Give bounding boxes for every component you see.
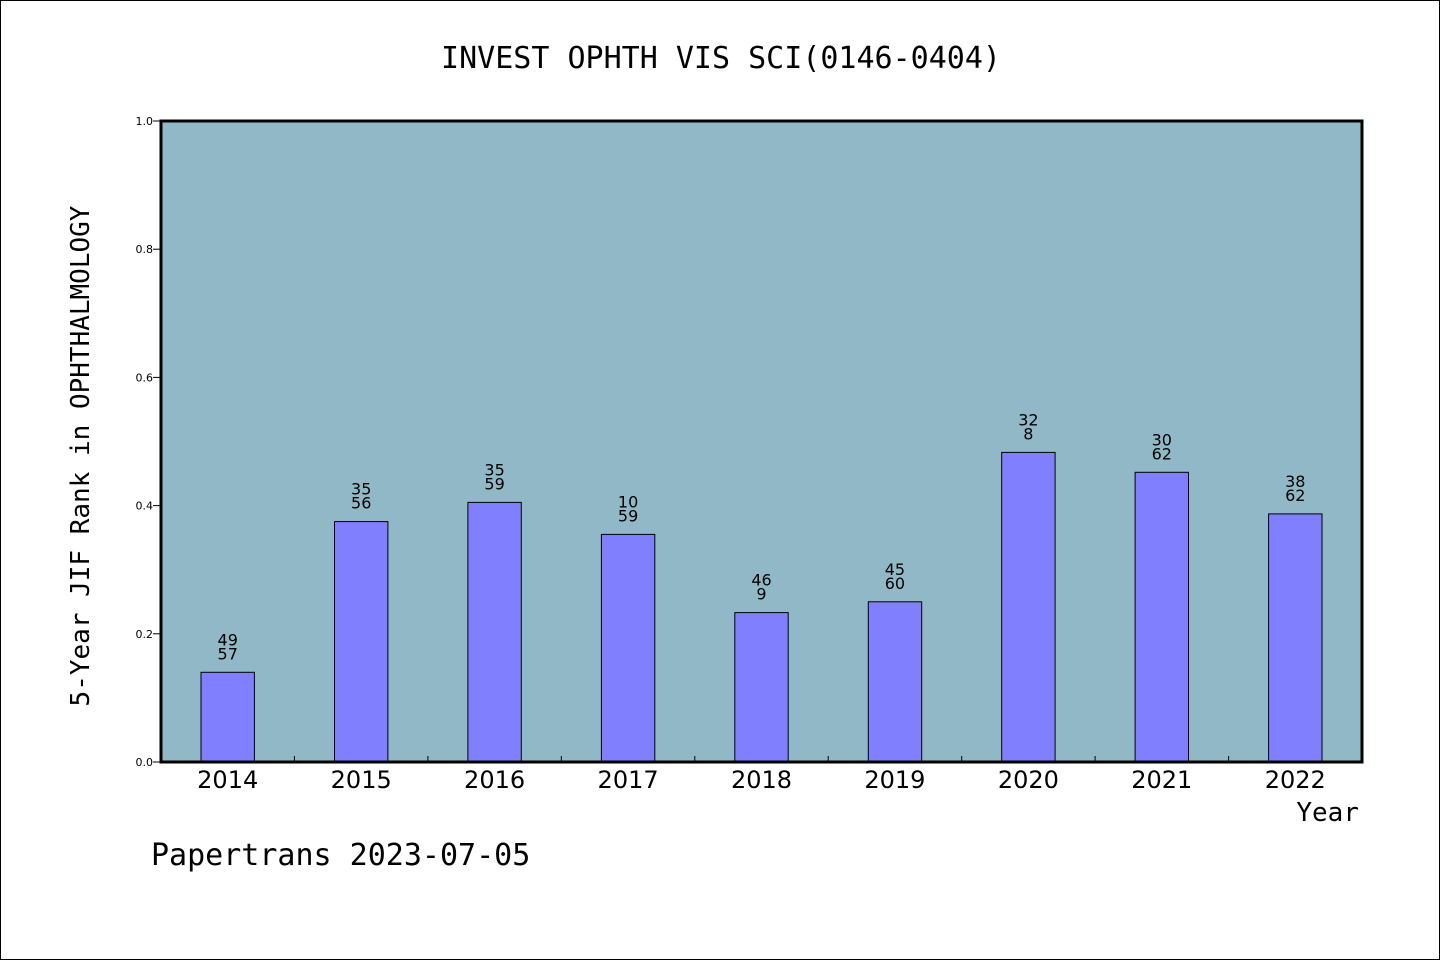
bar-2014: [200, 671, 255, 763]
x-axis-title: Year: [1296, 798, 1359, 828]
data-label-2014-2: 57: [218, 644, 238, 663]
data-label-2016-2: 59: [484, 474, 504, 493]
x-tick-label-2016: 2016: [464, 766, 525, 794]
data-label-2016-1: 35: [484, 460, 504, 479]
bar-2017: [600, 533, 656, 763]
plot-border: [159, 119, 1364, 764]
data-label-2018-1: 46: [751, 571, 771, 590]
bar-2020: [1001, 451, 1056, 763]
data-label-2019-1: 45: [885, 560, 905, 579]
data-label-2015-2: 56: [351, 494, 371, 513]
chart-title: INVEST OPHTH VIS SCI(0146-0404): [441, 41, 1001, 76]
x-tick-label-2022: 2022: [1265, 766, 1326, 794]
bar-2018: [734, 612, 789, 763]
data-label-2014-1: 49: [218, 630, 238, 649]
bar-2022: [1268, 513, 1323, 763]
y-axis-title: 5-Year JIF Rank in OPHTHALMOLOGY: [66, 205, 96, 706]
data-label-2019-2: 60: [885, 574, 905, 593]
data-label-2021-2: 62: [1152, 444, 1172, 463]
x-tick-label-2020: 2020: [998, 766, 1059, 794]
data-label-2022-1: 38: [1285, 472, 1305, 491]
bar-2021: [1134, 471, 1189, 763]
data-label-2015-1: 35: [351, 480, 371, 499]
data-label-2022-2: 62: [1285, 486, 1305, 505]
data-label-2021-1: 30: [1152, 430, 1172, 449]
y-tick-label-0.8: 0.8: [136, 243, 154, 256]
y-tick-label-0.4: 0.4: [136, 500, 154, 513]
bar-2019: [867, 601, 923, 763]
y-tick-label-0.6: 0.6: [136, 371, 154, 384]
x-tick-label-2019: 2019: [864, 766, 925, 794]
data-label-2020-1: 32: [1018, 410, 1038, 429]
x-tick-label-2021: 2021: [1131, 766, 1192, 794]
y-tick-label-0.0: 0.0: [136, 756, 154, 769]
x-tick-label-2018: 2018: [731, 766, 792, 794]
y-tick-label-0.2: 0.2: [136, 628, 154, 641]
data-label-2020-2: 8: [1023, 424, 1033, 443]
data-label-2017-1: 10: [618, 492, 638, 511]
y-axis-ticks: 0.0 0.2 0.4 0.6 0.8 1.0: [136, 115, 161, 769]
data-label-2017-2: 59: [618, 506, 638, 525]
x-axis-ticks: 2014 2015 2016 2017 2018 2019 2020 2021 2022: [197, 756, 1326, 794]
y-tick-label-1.0: 1.0: [136, 115, 154, 128]
bar-2016: [467, 501, 522, 763]
x-tick-label-2017: 2017: [598, 766, 659, 794]
x-tick-label-2015: 2015: [331, 766, 392, 794]
bar-2015: [334, 521, 389, 763]
data-label-2018-2: 9: [756, 585, 766, 604]
x-tick-label-2014: 2014: [197, 766, 258, 794]
footer-credit: Papertrans 2023-07-05: [151, 838, 530, 873]
